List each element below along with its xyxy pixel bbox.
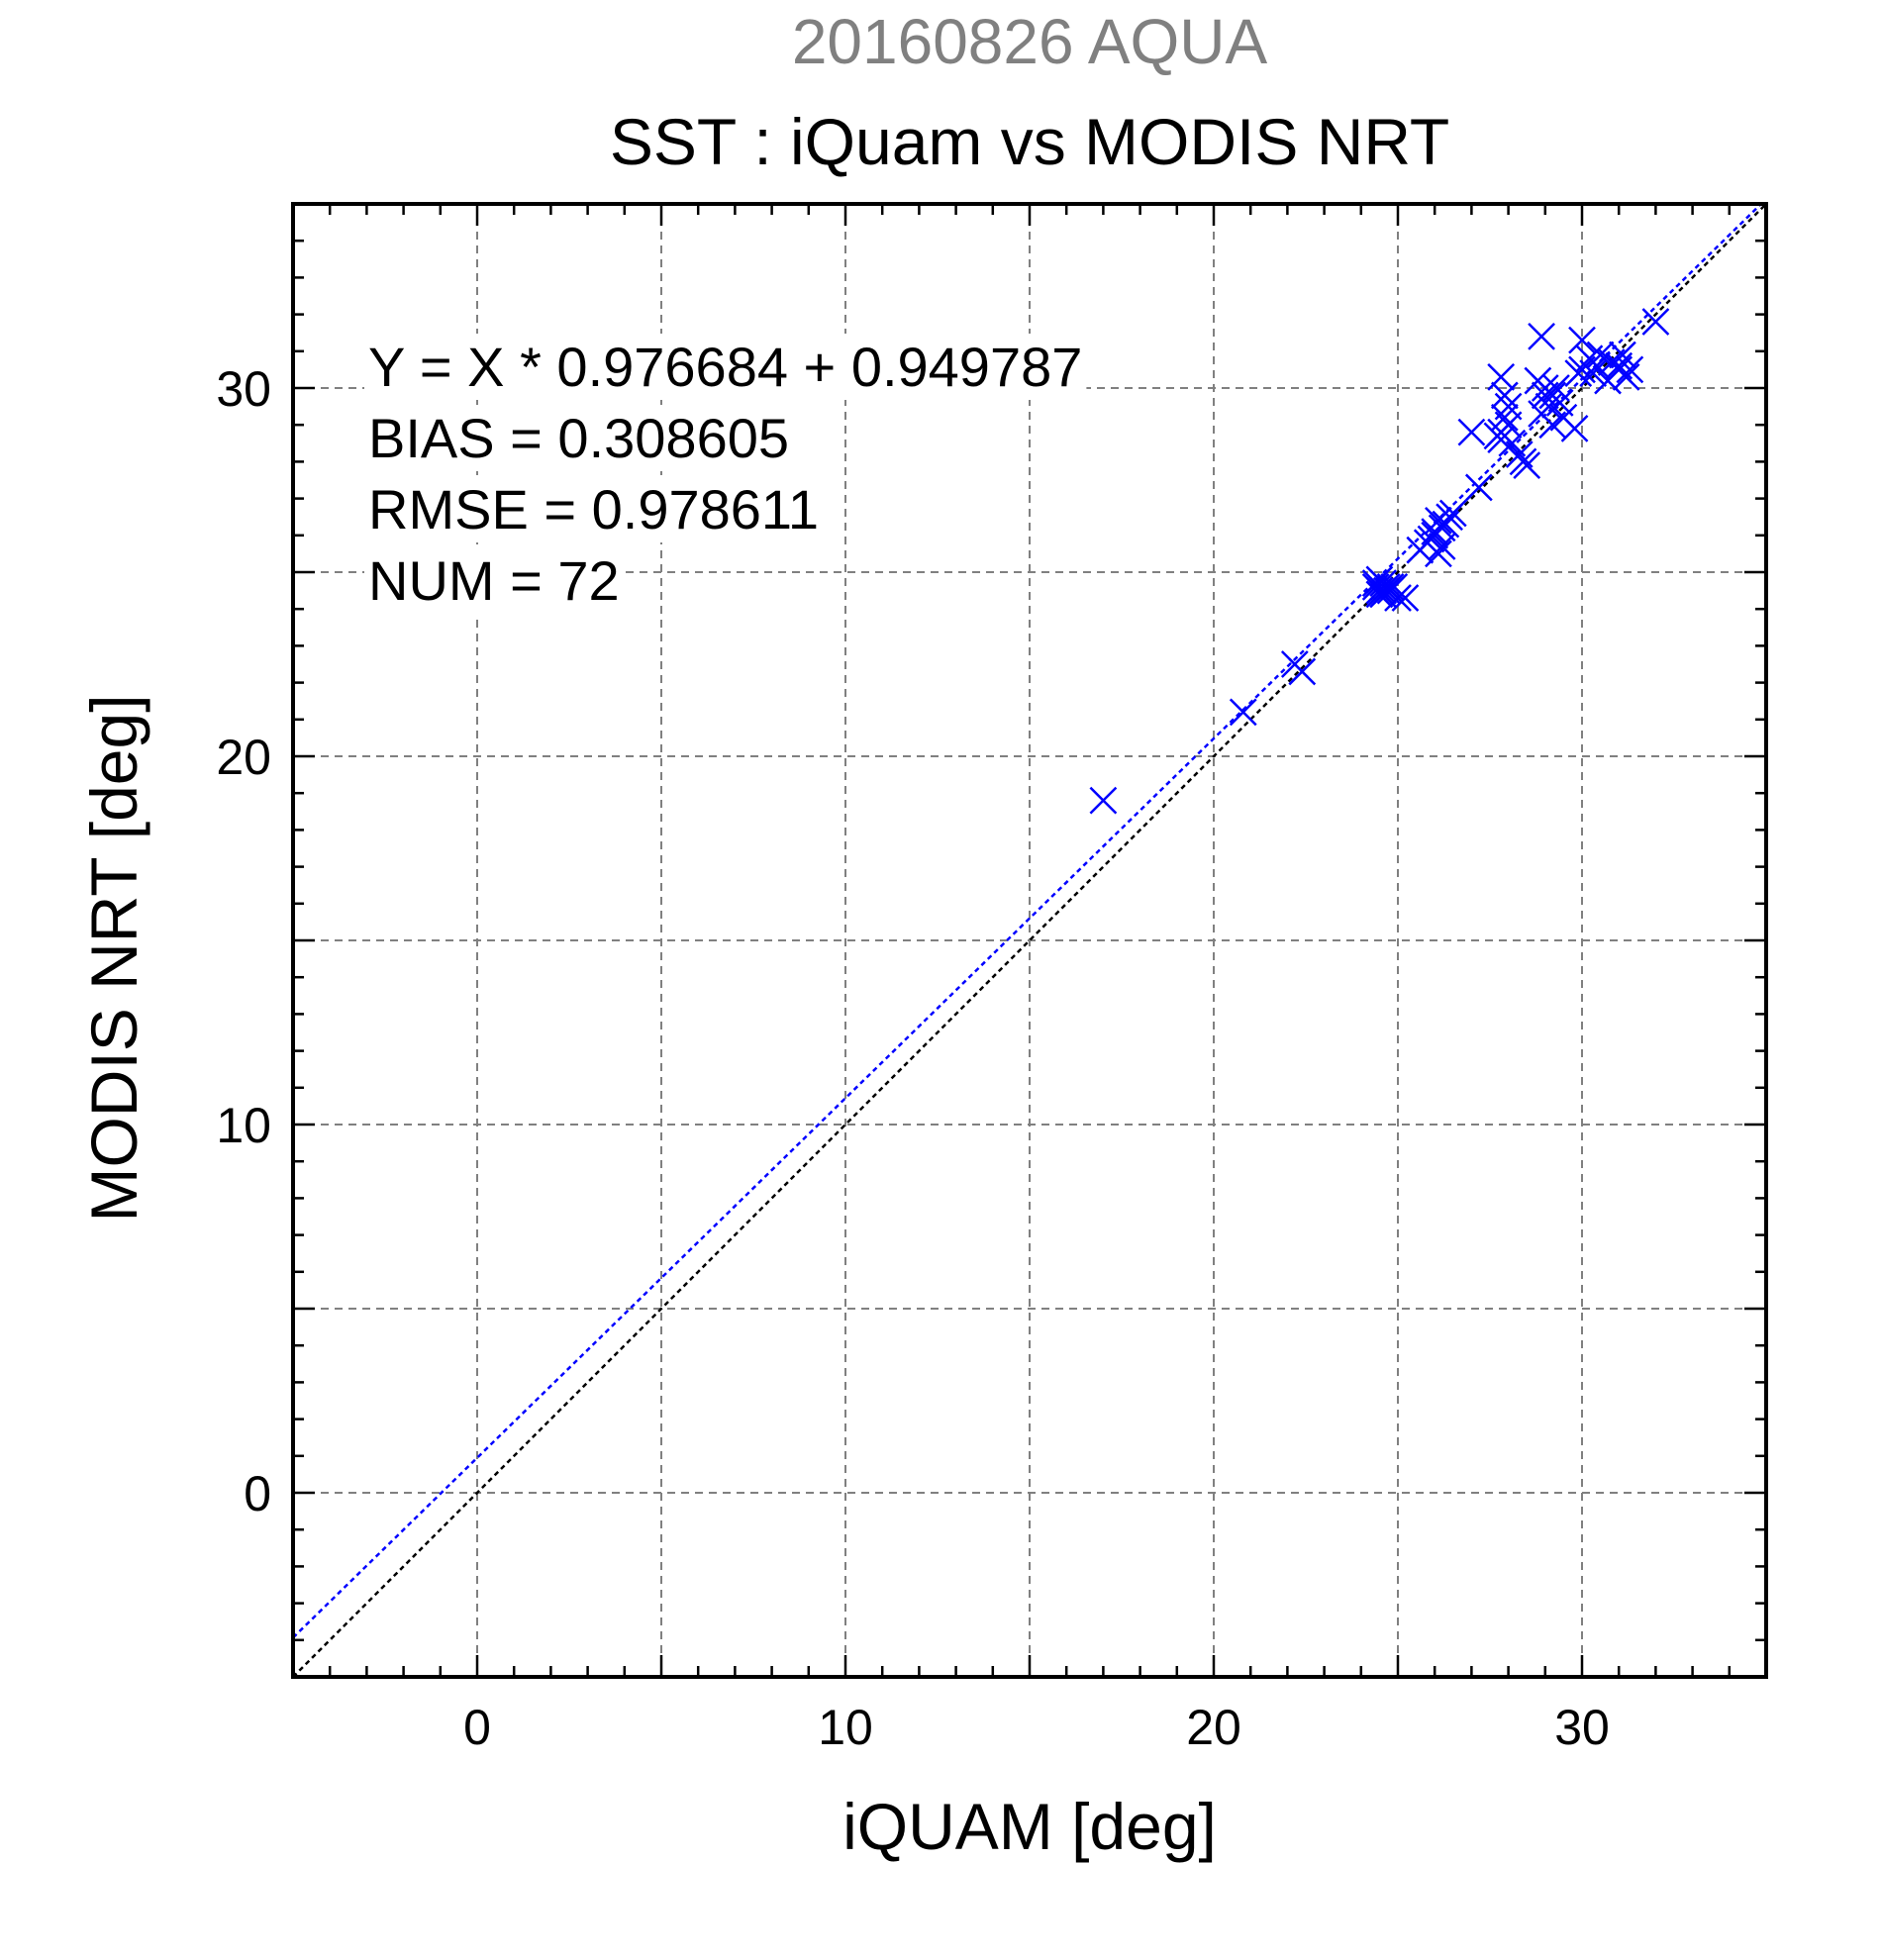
annotation-background xyxy=(364,405,794,471)
data-point xyxy=(1089,786,1118,815)
data-point xyxy=(1438,499,1467,528)
data-point xyxy=(1490,381,1519,410)
y-tick-label: 10 xyxy=(216,1098,271,1153)
data-point xyxy=(1229,698,1257,727)
grid-layer xyxy=(293,204,1766,1677)
data-point xyxy=(1487,362,1516,391)
data-point xyxy=(1365,580,1394,609)
annotation-background xyxy=(364,476,824,542)
annotation-layer: Y = X * 0.976684 + 0.949787 BIAS = 0.3086… xyxy=(364,334,1087,614)
fit-line xyxy=(293,204,1763,1639)
data-point xyxy=(1425,507,1452,535)
data-point xyxy=(1568,326,1596,354)
annotation-background xyxy=(364,334,1087,400)
data-point xyxy=(1528,323,1555,350)
y-tick-label: 30 xyxy=(216,361,271,417)
data-point xyxy=(1457,418,1486,446)
x-axis-label: iQUAM [deg] xyxy=(842,1790,1217,1863)
frame-layer xyxy=(291,202,1768,1679)
stat-annotation: BIAS = 0.308605 xyxy=(368,407,789,469)
data-point xyxy=(1391,584,1420,612)
line-layer xyxy=(293,204,1766,1677)
chart-subtitle: 20160826 AQUA xyxy=(792,6,1268,77)
data-point xyxy=(1531,374,1559,402)
stat-annotation: NUM = 72 xyxy=(368,549,620,612)
data-point xyxy=(1288,657,1317,686)
point-layer xyxy=(1089,308,1670,815)
data-point xyxy=(1564,359,1593,388)
x-tick-label: 30 xyxy=(1554,1700,1610,1755)
data-point xyxy=(1641,308,1670,336)
data-point xyxy=(1609,341,1636,369)
stat-annotation: Y = X * 0.976684 + 0.949787 xyxy=(368,336,1082,398)
annotation-background xyxy=(364,547,624,614)
stat-annotation: RMSE = 0.978611 xyxy=(368,478,819,540)
y-tick-label: 20 xyxy=(216,730,271,785)
data-point xyxy=(1528,400,1555,428)
data-point xyxy=(1579,359,1608,388)
data-point xyxy=(1464,473,1493,502)
data-point xyxy=(1616,355,1644,384)
data-point xyxy=(1605,351,1634,380)
y-axis-label: MODIS NRT [deg] xyxy=(77,694,150,1222)
y-tick-label: 0 xyxy=(244,1466,271,1521)
x-tick-label: 0 xyxy=(463,1700,491,1755)
data-point xyxy=(1428,533,1456,560)
data-point xyxy=(1560,415,1589,442)
x-tick-label: 20 xyxy=(1186,1700,1241,1755)
x-tick-label: 10 xyxy=(818,1700,873,1755)
data-point xyxy=(1490,403,1519,432)
data-point xyxy=(1483,422,1512,450)
data-point xyxy=(1505,441,1534,468)
data-point xyxy=(1425,539,1452,568)
chart-title: SST : iQuam vs MODIS NRT xyxy=(610,105,1449,178)
tick-label-layer: 0 10 20 30 0 10 20 30 xyxy=(216,361,1609,1755)
